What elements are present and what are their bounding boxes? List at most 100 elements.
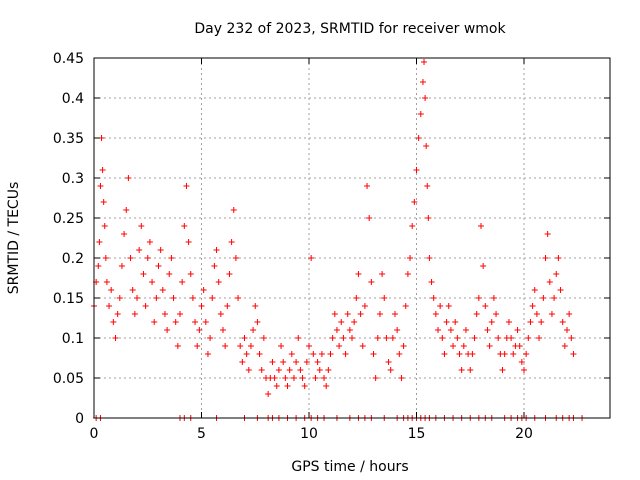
data-point [331, 311, 338, 317]
data-point [256, 351, 263, 357]
data-point [538, 319, 545, 325]
data-point [232, 255, 239, 261]
data-point [508, 335, 515, 341]
data-point [174, 343, 181, 349]
data-point [486, 343, 493, 349]
data-point [548, 311, 555, 317]
data-point [551, 295, 558, 301]
data-point [280, 359, 287, 365]
data-point [566, 311, 573, 317]
data-point [243, 351, 250, 357]
data-point [204, 351, 211, 357]
data-point [215, 279, 222, 285]
data-point [103, 279, 110, 285]
data-point [239, 359, 246, 365]
data-point [209, 295, 216, 301]
data-point [447, 327, 454, 333]
data-point [284, 383, 291, 389]
data-point [357, 311, 364, 317]
data-point [417, 111, 424, 117]
data-point [194, 343, 201, 349]
data-point [172, 319, 179, 325]
data-point [273, 383, 280, 389]
data-point [443, 319, 450, 325]
data-point [123, 207, 130, 213]
data-point [155, 263, 162, 269]
data-point [131, 311, 138, 317]
data-point [125, 175, 132, 181]
data-point [179, 279, 186, 285]
data-point [454, 335, 461, 341]
data-point [353, 295, 360, 301]
data-point [473, 311, 480, 317]
data-point [381, 295, 388, 301]
data-point [185, 239, 192, 245]
data-point [252, 303, 259, 309]
data-point [398, 375, 405, 381]
data-point [224, 303, 231, 309]
data-point [527, 319, 534, 325]
data-point [108, 287, 115, 293]
data-point [435, 327, 441, 333]
data-point [207, 335, 214, 341]
data-point [318, 351, 325, 357]
data-point [136, 247, 143, 253]
ticks-layer: 0 5 10 15 20 0 0.05 0.1 0.15 0.2 0.25 0.3 0.35 0.4 0.4… [53, 51, 610, 442]
data-point [471, 335, 478, 341]
data-point [480, 263, 487, 269]
data-point [271, 375, 278, 381]
data-point [561, 343, 568, 349]
data-point [202, 319, 209, 325]
data-point [170, 295, 177, 301]
y-axis-label: SRMTID / TECUs [6, 182, 22, 295]
data-point [555, 255, 562, 261]
data-point [110, 319, 117, 325]
data-point [297, 367, 304, 373]
x-tick-label: 20 [515, 426, 533, 442]
data-point [140, 271, 147, 277]
data-point [192, 319, 199, 325]
data-point [349, 335, 355, 341]
data-point [361, 303, 368, 309]
data-point [546, 279, 553, 285]
data-point [425, 215, 432, 221]
data-point [533, 311, 540, 317]
data-point [196, 327, 203, 333]
data-point [482, 303, 489, 309]
data-point [96, 239, 103, 245]
y-tick-label: 0.2 [62, 251, 84, 267]
data-point [510, 351, 517, 357]
data-point [99, 167, 106, 173]
data-point [168, 255, 175, 261]
data-point [370, 351, 377, 357]
data-point [385, 359, 392, 365]
data-point [230, 207, 237, 213]
data-point [426, 255, 433, 261]
data-point [368, 279, 375, 285]
data-point [177, 311, 183, 317]
data-point [423, 143, 430, 149]
data-point [129, 287, 136, 293]
x-tick-label: 0 [90, 426, 99, 442]
data-point [101, 223, 108, 229]
data-point [183, 183, 190, 189]
data-point [245, 367, 252, 373]
data-point [260, 335, 267, 341]
data-point [222, 343, 229, 349]
data-point [409, 223, 416, 229]
y-tick-label: 0.25 [53, 211, 84, 227]
y-tick-label: 0.35 [53, 131, 84, 147]
data-point [290, 375, 297, 381]
data-point [501, 351, 508, 357]
data-point [295, 335, 302, 341]
data-point [419, 79, 426, 85]
data-point [142, 303, 149, 309]
data-point [344, 311, 351, 317]
data-point [314, 359, 321, 365]
data-point [493, 311, 500, 317]
data-point [138, 223, 145, 229]
data-point [213, 247, 220, 253]
data-point [424, 183, 431, 189]
data-point [374, 335, 381, 341]
data-point [97, 183, 104, 189]
